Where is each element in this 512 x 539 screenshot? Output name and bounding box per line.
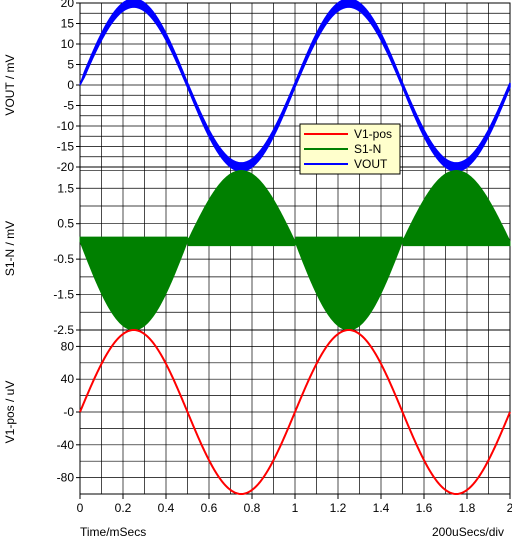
x-tick-label: 1.4	[373, 501, 390, 515]
y-tick-label: -1.5	[53, 288, 74, 302]
y-tick-label: 1.5	[57, 181, 74, 195]
panel-3-grid	[79, 329, 511, 495]
y-tick-label: -40	[57, 438, 75, 452]
series-s1n-trace	[79, 170, 511, 331]
series-vout-trace	[79, 0, 511, 172]
y-tick-label: 40	[61, 372, 75, 386]
x-axis-title: Time/mSecs	[80, 525, 147, 539]
y-tick-label: -15	[57, 140, 75, 154]
time-per-division-label: 200uSecs/div	[432, 525, 505, 539]
y-tick-label: -20	[57, 160, 75, 174]
legend-label-1: V1-pos	[354, 127, 392, 141]
y-tick-label: -2.5	[53, 323, 74, 337]
x-tick-label: 1.2	[330, 501, 347, 515]
y-tick-label: 5	[67, 58, 74, 72]
y-tick-label: 0	[67, 78, 74, 92]
x-tick-label: 0.6	[201, 501, 218, 515]
y-tick-label: -0.5	[53, 252, 74, 266]
y-tick-label: -0	[63, 405, 74, 419]
x-tick-label: 1	[292, 501, 299, 515]
y-tick-label: 80	[61, 339, 75, 353]
x-tick-label: 2	[507, 501, 512, 515]
x-tick-label: 1.8	[459, 501, 476, 515]
series-v1pos-trace	[79, 328, 511, 496]
y-tick-label: -5	[63, 99, 74, 113]
x-tick-label: 0	[77, 501, 84, 515]
y-axis-title-2: S1-N / mV	[3, 221, 17, 276]
legend-label-2: S1-N	[354, 142, 381, 156]
y-tick-label: -80	[57, 471, 75, 485]
y-tick-label: 10	[61, 37, 75, 51]
x-tick-label: 0.2	[115, 501, 132, 515]
y-tick-label: 0.5	[57, 217, 74, 231]
legend-label-3: VOUT	[354, 157, 388, 171]
x-tick-label: 0.4	[158, 501, 175, 515]
y-tick-label: -10	[57, 119, 75, 133]
y-tick-label: 15	[61, 17, 75, 31]
y-axis-title-3: V1-pos / uV	[3, 381, 17, 444]
x-tick-label: 0.8	[244, 501, 261, 515]
y-tick-label: 20	[61, 0, 75, 10]
y-axis-title-1: VOUT / mV	[3, 54, 17, 115]
x-tick-label: 1.6	[416, 501, 433, 515]
